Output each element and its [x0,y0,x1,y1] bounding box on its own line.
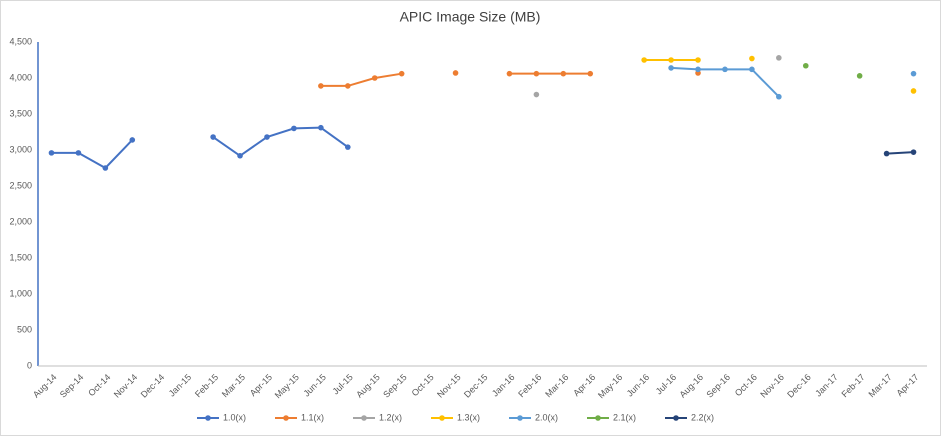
data-point [291,125,297,132]
data-point [802,62,809,69]
chart-title: APIC Image Size (MB) [400,9,541,25]
data-point [533,91,540,98]
data-point [48,150,55,156]
series-line [886,151,914,155]
data-point [695,57,701,63]
data-point [318,124,324,131]
legend-label: 1.1(x) [301,412,324,422]
data-point [668,65,674,71]
y-tick-label: 0 [27,360,32,370]
y-tick-label: 3,500 [9,108,32,118]
data-point [318,83,324,89]
legend-label: 1.0(x) [223,412,246,422]
data-point [560,70,567,77]
y-tick-label: 2,500 [9,180,32,190]
data-point [695,66,701,73]
data-point [910,70,917,77]
y-tick-label: 1,500 [9,252,32,262]
y-tick-label: 4,000 [9,72,32,82]
data-point [345,144,351,150]
legend-marker [205,415,211,421]
legend-label: 2.0(x) [535,412,558,422]
y-tick-label: 2,000 [9,216,32,226]
data-point [237,152,243,159]
data-point [210,134,216,140]
y-tick-label: 3,000 [9,144,32,154]
data-point [452,70,459,76]
legend-marker [517,415,523,421]
legend-marker [283,415,289,421]
y-tick-label: 4,500 [9,36,32,46]
legend-marker [673,415,679,421]
data-point [856,73,863,79]
data-point [506,70,513,77]
data-point [749,66,755,73]
legend-marker [361,415,367,421]
data-point [776,93,782,100]
data-point [910,88,917,94]
y-tick-label: 500 [17,324,32,334]
data-point [264,134,270,140]
data-point [776,55,782,61]
data-point [533,70,540,77]
y-tick-label: 1,000 [9,288,32,298]
data-point [883,150,890,157]
data-point [641,57,647,63]
data-point [910,149,917,155]
legend-marker [439,415,445,421]
data-point [75,150,82,156]
data-point [102,165,109,171]
data-point [345,83,351,89]
legend-label: 2.1(x) [613,412,636,422]
legend-label: 1.3(x) [457,412,480,422]
data-point [398,70,405,77]
legend-marker [595,415,601,421]
data-point [749,55,755,62]
legend-label: 2.2(x) [691,412,714,422]
data-point [722,66,728,73]
data-point [371,75,378,81]
series-line [51,126,349,170]
data-point [587,70,594,77]
data-point [668,57,674,63]
data-point [129,137,136,143]
legend-label: 1.2(x) [379,412,402,422]
